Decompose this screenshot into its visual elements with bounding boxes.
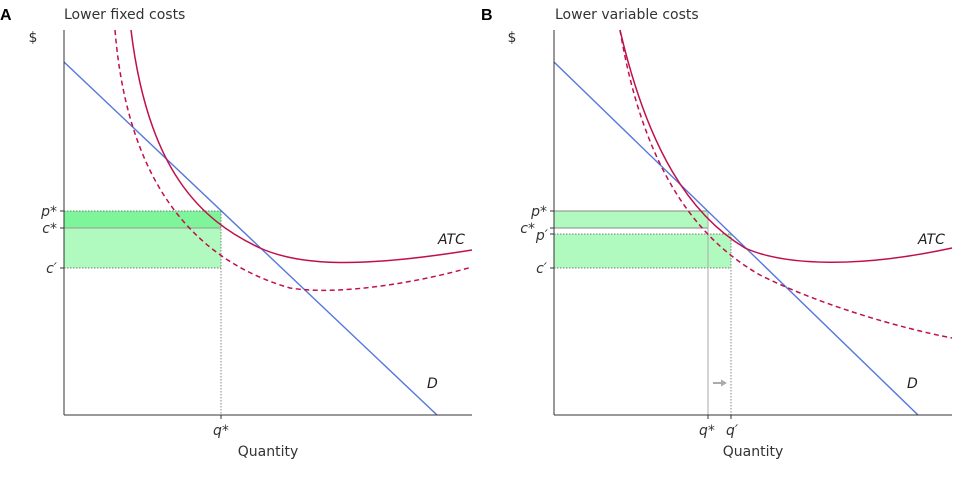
panel-b-atc-new-curve [619, 29, 953, 339]
panel-a-profit-rect-lower [64, 228, 221, 268]
panel-a-profit-rect-upper [64, 211, 221, 228]
panel-b: B Lower variable costs p* c* p′ c′ [481, 7, 953, 460]
panel-a-ytick-c-star: c* [42, 221, 57, 237]
panel-a-demand-label: D [427, 376, 438, 392]
panel-a-atc-new-curve [114, 29, 473, 292]
panel-b-atc-label: ATC [917, 232, 945, 248]
panel-b-shift-arrow-head-icon [721, 379, 727, 387]
panel-b-demand-label: D [907, 376, 918, 392]
panel-b-ytick-c-prime: c′ [536, 261, 548, 277]
panel-a-ytick-p-star: p* [40, 204, 57, 220]
panel-b-revenue-rect-old [554, 211, 708, 228]
panel-b-title: Lower variable costs [555, 7, 699, 23]
panel-a-xlabel: Quantity [238, 444, 299, 460]
panel-b-atc-curve [619, 29, 953, 263]
panel-a: A Lower fixed costs p* c* c′ q* $ Quanti… [0, 7, 473, 460]
panel-a-letter: A [0, 7, 12, 24]
panel-b-xlabel: Quantity [723, 444, 784, 460]
panel-b-ylabel: $ [508, 30, 517, 46]
panel-b-ytick-p-star: p* [530, 204, 547, 220]
panel-b-letter: B [481, 7, 493, 24]
panel-b-ytick-p-prime: p′ [535, 228, 549, 244]
panel-a-ylabel: $ [29, 30, 38, 46]
panel-b-xtick-q-star: q* [699, 423, 715, 439]
panel-a-demand-line [63, 61, 438, 416]
panel-b-xtick-q-prime: q′ [726, 423, 739, 439]
panel-b-ytick-c-star: c* [520, 221, 535, 237]
panel-b-demand-line [553, 61, 919, 416]
panel-a-xtick-q-star: q* [213, 423, 229, 439]
panel-b-revenue-rect-new [554, 234, 731, 268]
panel-a-atc-curve [130, 29, 473, 264]
panel-a-ytick-c-prime: c′ [46, 261, 58, 277]
panel-a-title: Lower fixed costs [64, 7, 185, 23]
panel-a-atc-label: ATC [437, 232, 465, 248]
